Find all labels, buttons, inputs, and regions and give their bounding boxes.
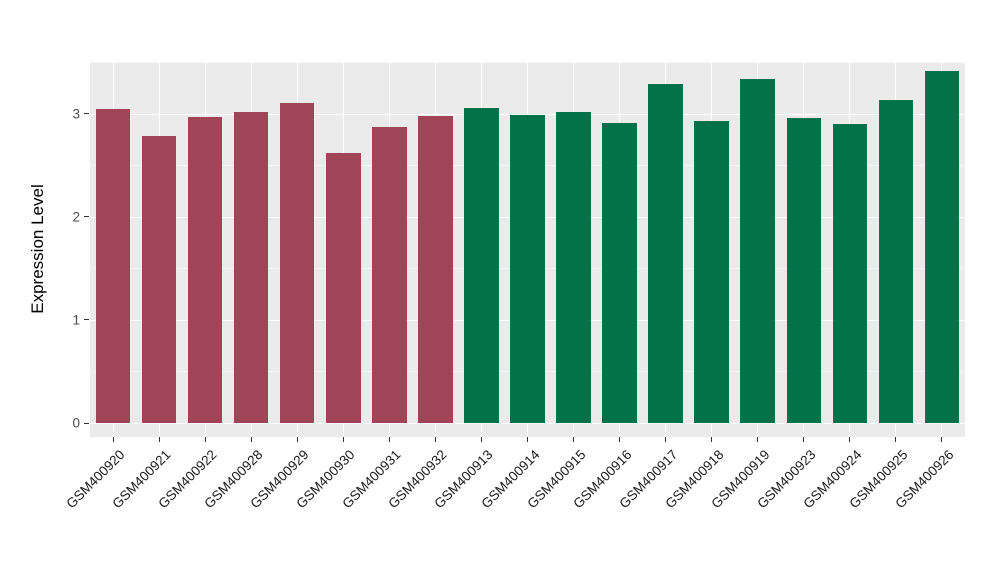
bar [418, 115, 453, 423]
bar [141, 136, 177, 423]
bar [694, 120, 729, 423]
x-axis-tick [250, 437, 252, 442]
y-tick-label: 1 [72, 312, 80, 328]
x-axis-tick [388, 437, 390, 442]
y-axis-tick [84, 319, 89, 321]
x-axis-tick [112, 437, 114, 442]
plot-area [90, 62, 965, 437]
bar [556, 111, 591, 423]
x-axis-tick [665, 437, 667, 442]
x-axis-tick [527, 437, 528, 442]
bar [924, 71, 960, 423]
y-tick-label: 3 [72, 106, 80, 122]
x-axis-tick [573, 437, 575, 442]
bar [510, 114, 545, 423]
x-axis-tick [296, 437, 298, 442]
bar [187, 116, 223, 423]
y-axis-tick [84, 422, 89, 424]
y-axis-title: Expression Level [28, 184, 47, 314]
x-axis-tick [895, 437, 897, 442]
x-axis-tick [158, 437, 160, 442]
bar [95, 109, 131, 423]
y-axis-tick [84, 216, 89, 218]
x-axis-tick [204, 437, 206, 442]
x-axis-tick [803, 437, 805, 442]
x-axis-tick [619, 437, 621, 442]
y-tick-label: 0 [72, 415, 80, 431]
x-axis-tick [342, 437, 344, 442]
bar [326, 152, 361, 423]
x-axis-tick [480, 437, 482, 442]
bar [740, 78, 776, 423]
x-axis-tick [757, 437, 759, 442]
bar [279, 103, 315, 423]
bar [786, 117, 822, 423]
bar [648, 83, 683, 423]
bar [233, 111, 269, 423]
x-axis-tick [711, 437, 713, 442]
bar [464, 108, 499, 423]
x-axis-tick [849, 437, 851, 442]
bar [832, 123, 868, 423]
x-axis-tick [434, 437, 436, 442]
bar [878, 100, 914, 423]
bar [372, 126, 407, 423]
y-tick-label: 2 [72, 209, 80, 225]
bar [602, 122, 637, 423]
x-axis-tick [941, 437, 943, 442]
y-axis-tick [84, 113, 89, 115]
